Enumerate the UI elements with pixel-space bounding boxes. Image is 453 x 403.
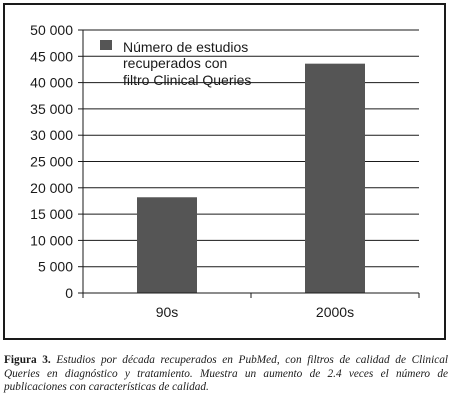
y-tick-label: 15 000: [30, 206, 73, 222]
bar-chart: 0 5 000 10 000 15 000 20 000 25 000 30 000 35 0…: [30, 22, 420, 320]
legend-label-line-2: recuperados con: [123, 55, 227, 71]
figure-frame: [3, 3, 446, 340]
figure-caption: Figura 3. Estudios por década recuperado…: [4, 354, 448, 395]
bar-90s: [137, 197, 197, 293]
legend-label-line-1: Número de estudios: [123, 39, 248, 55]
y-tick-label: 0: [65, 285, 73, 301]
y-tick-label: 35 000: [30, 101, 73, 117]
y-tick-label: 50 000: [30, 22, 73, 38]
y-tick-label: 25 000: [30, 154, 73, 170]
y-tick-label: 45 000: [30, 48, 73, 64]
legend: Número de estudios recuperados con filtr…: [100, 39, 251, 88]
y-tick-label: 30 000: [30, 127, 73, 143]
y-tick-label: 20 000: [30, 180, 73, 196]
x-tick-labels: 90s 2000s: [156, 304, 354, 320]
y-tick-labels: 0 5 000 10 000 15 000 20 000 25 000 30 000 35 0…: [30, 22, 73, 301]
caption-label: Figura 3.: [4, 354, 51, 366]
y-tick-label: 5 000: [38, 259, 73, 275]
y-tick-label: 10 000: [30, 232, 73, 248]
x-tick-label: 90s: [156, 304, 179, 320]
x-tick-label: 2000s: [316, 304, 354, 320]
legend-label-line-3: filtro Clinical Queries: [123, 72, 251, 88]
caption-text: Estudios por década recuperados en PubMe…: [4, 354, 449, 393]
bar-2000s: [305, 63, 365, 293]
bars: [137, 63, 365, 293]
axes: [78, 29, 420, 298]
legend-swatch: [100, 40, 112, 50]
y-tick-label: 40 000: [30, 75, 73, 91]
